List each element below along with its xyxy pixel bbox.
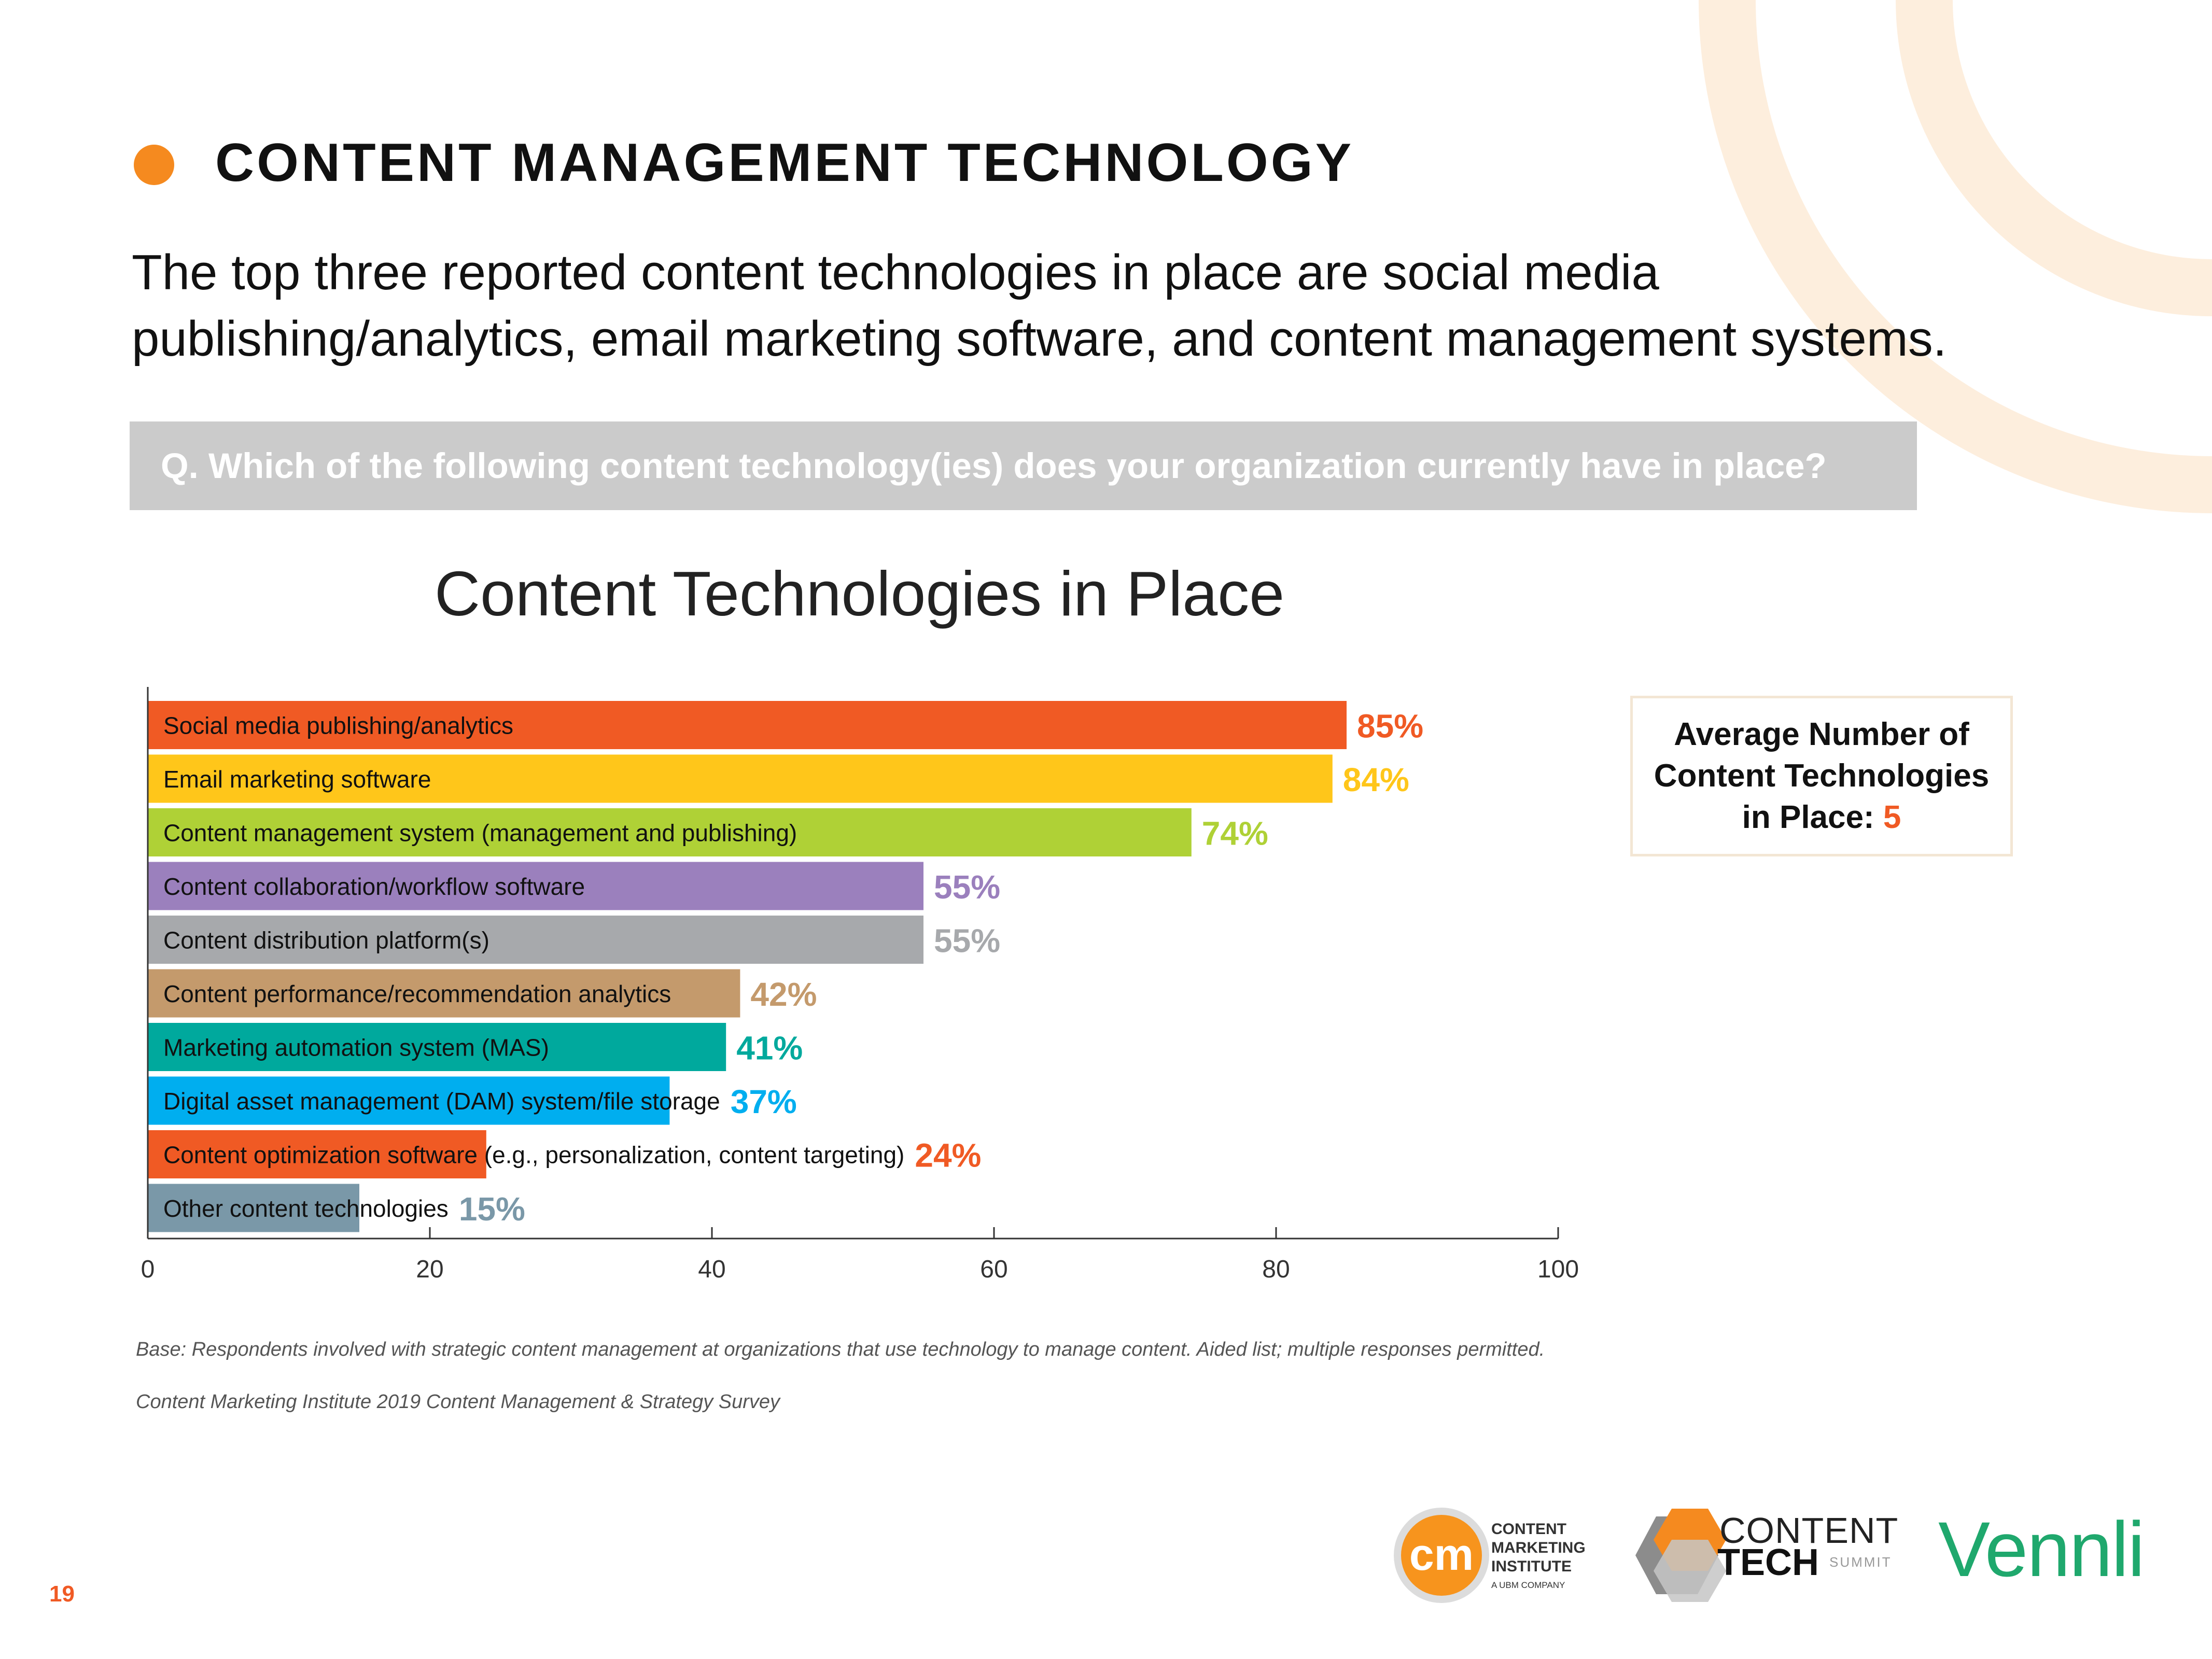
x-tick-label: 60: [980, 1256, 1007, 1283]
cmi-line-2: MARKETING: [1491, 1539, 1586, 1556]
cmi-logo-icon: cm: [1394, 1508, 1489, 1603]
bar-6: [148, 969, 740, 1018]
bar-1: [148, 701, 1347, 749]
average-box-line-3: in Place: 5: [1742, 797, 1901, 838]
bar-4: [148, 862, 923, 910]
cmi-line-3: INSTITUTE: [1491, 1558, 1572, 1575]
average-box-line-1: Average Number of: [1674, 716, 1969, 752]
cmi-logo-text: CONTENT MARKETING INSTITUTE A UBM COMPAN…: [1491, 1520, 1586, 1595]
x-tick-label: 20: [416, 1256, 443, 1283]
bar-category-label: Other content technologies: [163, 1195, 449, 1222]
bar-value-label: 55%: [934, 868, 1000, 906]
bar-category-label: Content distribution platform(s): [163, 927, 489, 954]
x-tick-label: 80: [1262, 1256, 1290, 1283]
bar-value-label: 15%: [459, 1190, 525, 1228]
bar-category-label: Content performance/recommendation analy…: [163, 980, 671, 1007]
page-number: 19: [49, 1581, 75, 1607]
average-box-line-2: Content Technologies: [1654, 758, 1990, 794]
average-box-value: 5: [1883, 799, 1901, 835]
source-note: Content Marketing Institute 2019 Content…: [136, 1391, 780, 1413]
bar-category-label: Email marketing software: [163, 766, 431, 793]
bar-value-label: 37%: [731, 1083, 797, 1120]
x-tick-label: 100: [1537, 1256, 1579, 1283]
x-tick-label: 40: [698, 1256, 725, 1283]
cmi-line-1: CONTENT: [1491, 1521, 1566, 1538]
bar-category-label: Content collaboration/workflow software: [163, 873, 585, 900]
bar-value-label: 84%: [1343, 761, 1409, 798]
average-technologies-box: Average Number of Content Technologies i…: [1630, 696, 2013, 856]
bar-2: [148, 754, 1333, 803]
bar-category-label: Social media publishing/analytics: [163, 712, 513, 739]
bar-9: [148, 1130, 486, 1178]
question-text: Q. Which of the following content techno…: [161, 446, 1827, 486]
bar-value-label: 41%: [736, 1030, 803, 1067]
intro-line-2: publishing/analytics, email marketing so…: [132, 311, 1947, 367]
base-note: Base: Respondents involved with strategi…: [136, 1339, 1545, 1360]
bar-category-label: Content optimization software (e.g., per…: [163, 1142, 904, 1169]
vennli-logo: Vennli: [1938, 1506, 2145, 1593]
bar-8: [148, 1076, 670, 1125]
bar-category-label: Content management system (management an…: [163, 820, 797, 847]
bar-value-label: 24%: [915, 1137, 981, 1174]
cts-hexagon-icon: [1635, 1509, 1726, 1602]
x-tick-label: 0: [141, 1256, 155, 1283]
bar-10: [148, 1184, 359, 1232]
cmi-logo-mark: cm: [1409, 1530, 1474, 1580]
page-title: CONTENT MANAGEMENT TECHNOLOGY: [215, 133, 1354, 193]
bar-5: [148, 916, 923, 964]
bar-value-label: 42%: [750, 976, 817, 1013]
bar-3: [148, 808, 1192, 856]
bar-value-label: 55%: [934, 922, 1000, 960]
chart-title: Content Technologies in Place: [435, 558, 1285, 629]
bar-7: [148, 1023, 726, 1071]
cts-content-text: CONTENT: [1719, 1510, 1899, 1551]
bar-category-label: Marketing automation system (MAS): [163, 1034, 549, 1061]
header-bullet-dot: [134, 145, 174, 185]
intro-text: The top three reported content technolog…: [132, 240, 1978, 372]
bar-category-label: Digital asset management (DAM) system/fi…: [163, 1088, 720, 1115]
cts-summit-text: SUMMIT: [1829, 1554, 1892, 1570]
average-box-label: in Place:: [1742, 799, 1874, 835]
intro-line-1: The top three reported content technolog…: [132, 245, 1659, 300]
question-banner: Q. Which of the following content techno…: [130, 421, 1917, 510]
bar-value-label: 85%: [1357, 708, 1423, 745]
cts-tech-text: TECH: [1717, 1542, 1819, 1583]
cmi-subline: A UBM COMPANY: [1491, 1580, 1565, 1590]
bar-value-label: 74%: [1202, 815, 1268, 852]
